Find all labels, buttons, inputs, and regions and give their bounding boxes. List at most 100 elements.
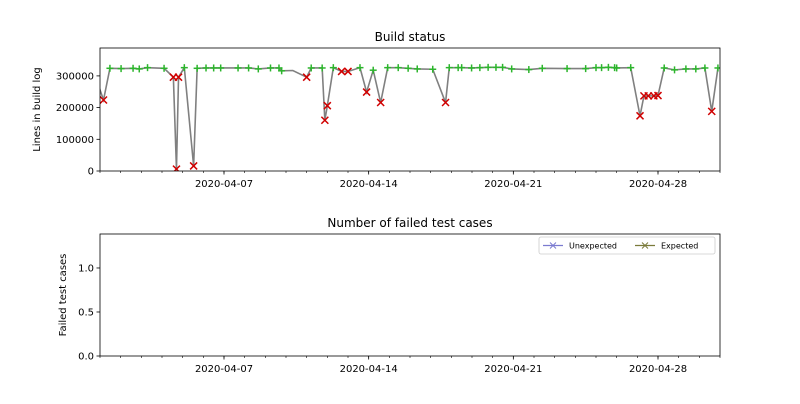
x-tick-label: 2020-04-21	[484, 364, 542, 375]
pass-marker	[538, 64, 546, 72]
legend-label: Expected	[661, 242, 698, 251]
x-b	[100, 95, 108, 105]
pass-marker	[429, 65, 437, 73]
x-b	[376, 98, 385, 107]
fail-marker	[100, 95, 108, 105]
x-tick-label: 2020-04-28	[629, 364, 687, 375]
legend-item: Unexpected	[543, 242, 617, 251]
x-b	[362, 88, 371, 97]
pass-marker	[492, 63, 500, 71]
fail-marker	[189, 161, 198, 170]
fail-marker	[337, 67, 346, 76]
fail-marker	[302, 73, 311, 82]
pass-marker	[144, 64, 152, 72]
legend-box	[538, 236, 716, 255]
y-tick-label: 0	[88, 167, 94, 178]
pass-marker	[278, 67, 286, 75]
pass-marker	[604, 63, 612, 71]
x-tick-label: 2020-04-14	[340, 179, 398, 190]
chart-0: Build status Lines in build log 2020-04-07…	[32, 30, 721, 190]
pass-marker	[129, 64, 137, 72]
fail-marker	[174, 73, 183, 82]
fail-marker	[376, 98, 385, 107]
pass-marker	[234, 64, 242, 72]
y-tick-label: 0.0	[78, 352, 94, 363]
pass-marker	[404, 64, 412, 72]
x-tick-label: 2020-04-07	[195, 364, 253, 375]
pass-marker	[384, 64, 392, 72]
pass-marker	[701, 64, 709, 72]
pass-marker	[318, 64, 326, 72]
x-b	[337, 67, 346, 76]
pass-marker	[160, 64, 168, 72]
pass-marker	[217, 64, 225, 72]
fail-marker	[441, 98, 450, 107]
pass-marker	[193, 64, 201, 72]
pass-marker	[525, 66, 533, 74]
build-log-line	[100, 65, 719, 170]
chart-title: Build status	[375, 30, 446, 44]
fail-marker	[343, 67, 353, 76]
pass-marker	[582, 65, 590, 73]
pass-marker	[627, 64, 635, 72]
x-b	[320, 116, 329, 125]
pass-marker	[329, 64, 337, 72]
x-b	[189, 161, 198, 170]
y-axis-label: Failed test cases	[58, 254, 69, 337]
pass-marker	[598, 64, 606, 72]
pass-marker	[254, 65, 262, 73]
fail-marker	[323, 101, 332, 110]
x-b	[173, 165, 181, 171]
x-b	[323, 101, 332, 110]
pass-marker	[660, 64, 668, 72]
pass-marker	[682, 65, 690, 73]
x-b	[343, 67, 353, 76]
legend: Unexpected Expected	[538, 236, 716, 255]
pass-marker	[671, 66, 679, 74]
y-axis-label: Lines in build log	[32, 67, 43, 152]
chart-title: Number of failed test cases	[327, 216, 492, 230]
legend-x-marker	[641, 242, 649, 249]
y-tick-label: 200000	[56, 103, 94, 114]
x-b	[707, 107, 716, 116]
x-b	[441, 98, 450, 107]
fail-marker	[635, 111, 645, 120]
pass-marker	[180, 64, 188, 72]
pass-marker	[563, 65, 571, 73]
y-tick-label: 100000	[56, 135, 94, 146]
x-tick-label: 2020-04-14	[340, 364, 398, 375]
pass-marker	[202, 64, 210, 72]
axes-frame	[99, 233, 721, 357]
x-b	[635, 111, 645, 120]
x-b	[653, 91, 663, 100]
pass-marker	[445, 64, 453, 72]
pass-marker	[394, 64, 402, 72]
pass-marker	[692, 65, 700, 73]
legend-label: Unexpected	[569, 242, 617, 251]
fail-marker	[320, 116, 329, 125]
fail-marker	[707, 107, 716, 116]
pass-marker	[210, 64, 218, 72]
pass-marker	[369, 66, 377, 74]
pass-marker	[135, 65, 143, 73]
x-tick-label: 2020-04-21	[484, 179, 542, 190]
pass-marker	[117, 65, 125, 73]
x-b	[302, 73, 311, 82]
x-tick-label: 2020-04-28	[629, 179, 687, 190]
pass-marker	[458, 64, 466, 72]
pass-marker	[245, 64, 253, 72]
pass-marker	[613, 64, 621, 72]
legend-item: Expected	[635, 242, 698, 251]
fail-marker	[172, 165, 181, 171]
plot-area	[100, 63, 720, 171]
fail-marker	[362, 88, 371, 97]
pass-marker	[413, 65, 421, 73]
fail-marker	[653, 91, 663, 100]
pass-marker	[356, 64, 364, 72]
pass-marker	[307, 64, 315, 72]
legend-x-marker	[549, 242, 557, 249]
axes-frame	[99, 47, 721, 172]
pass-marker	[267, 64, 274, 72]
pass-marker	[468, 64, 476, 72]
